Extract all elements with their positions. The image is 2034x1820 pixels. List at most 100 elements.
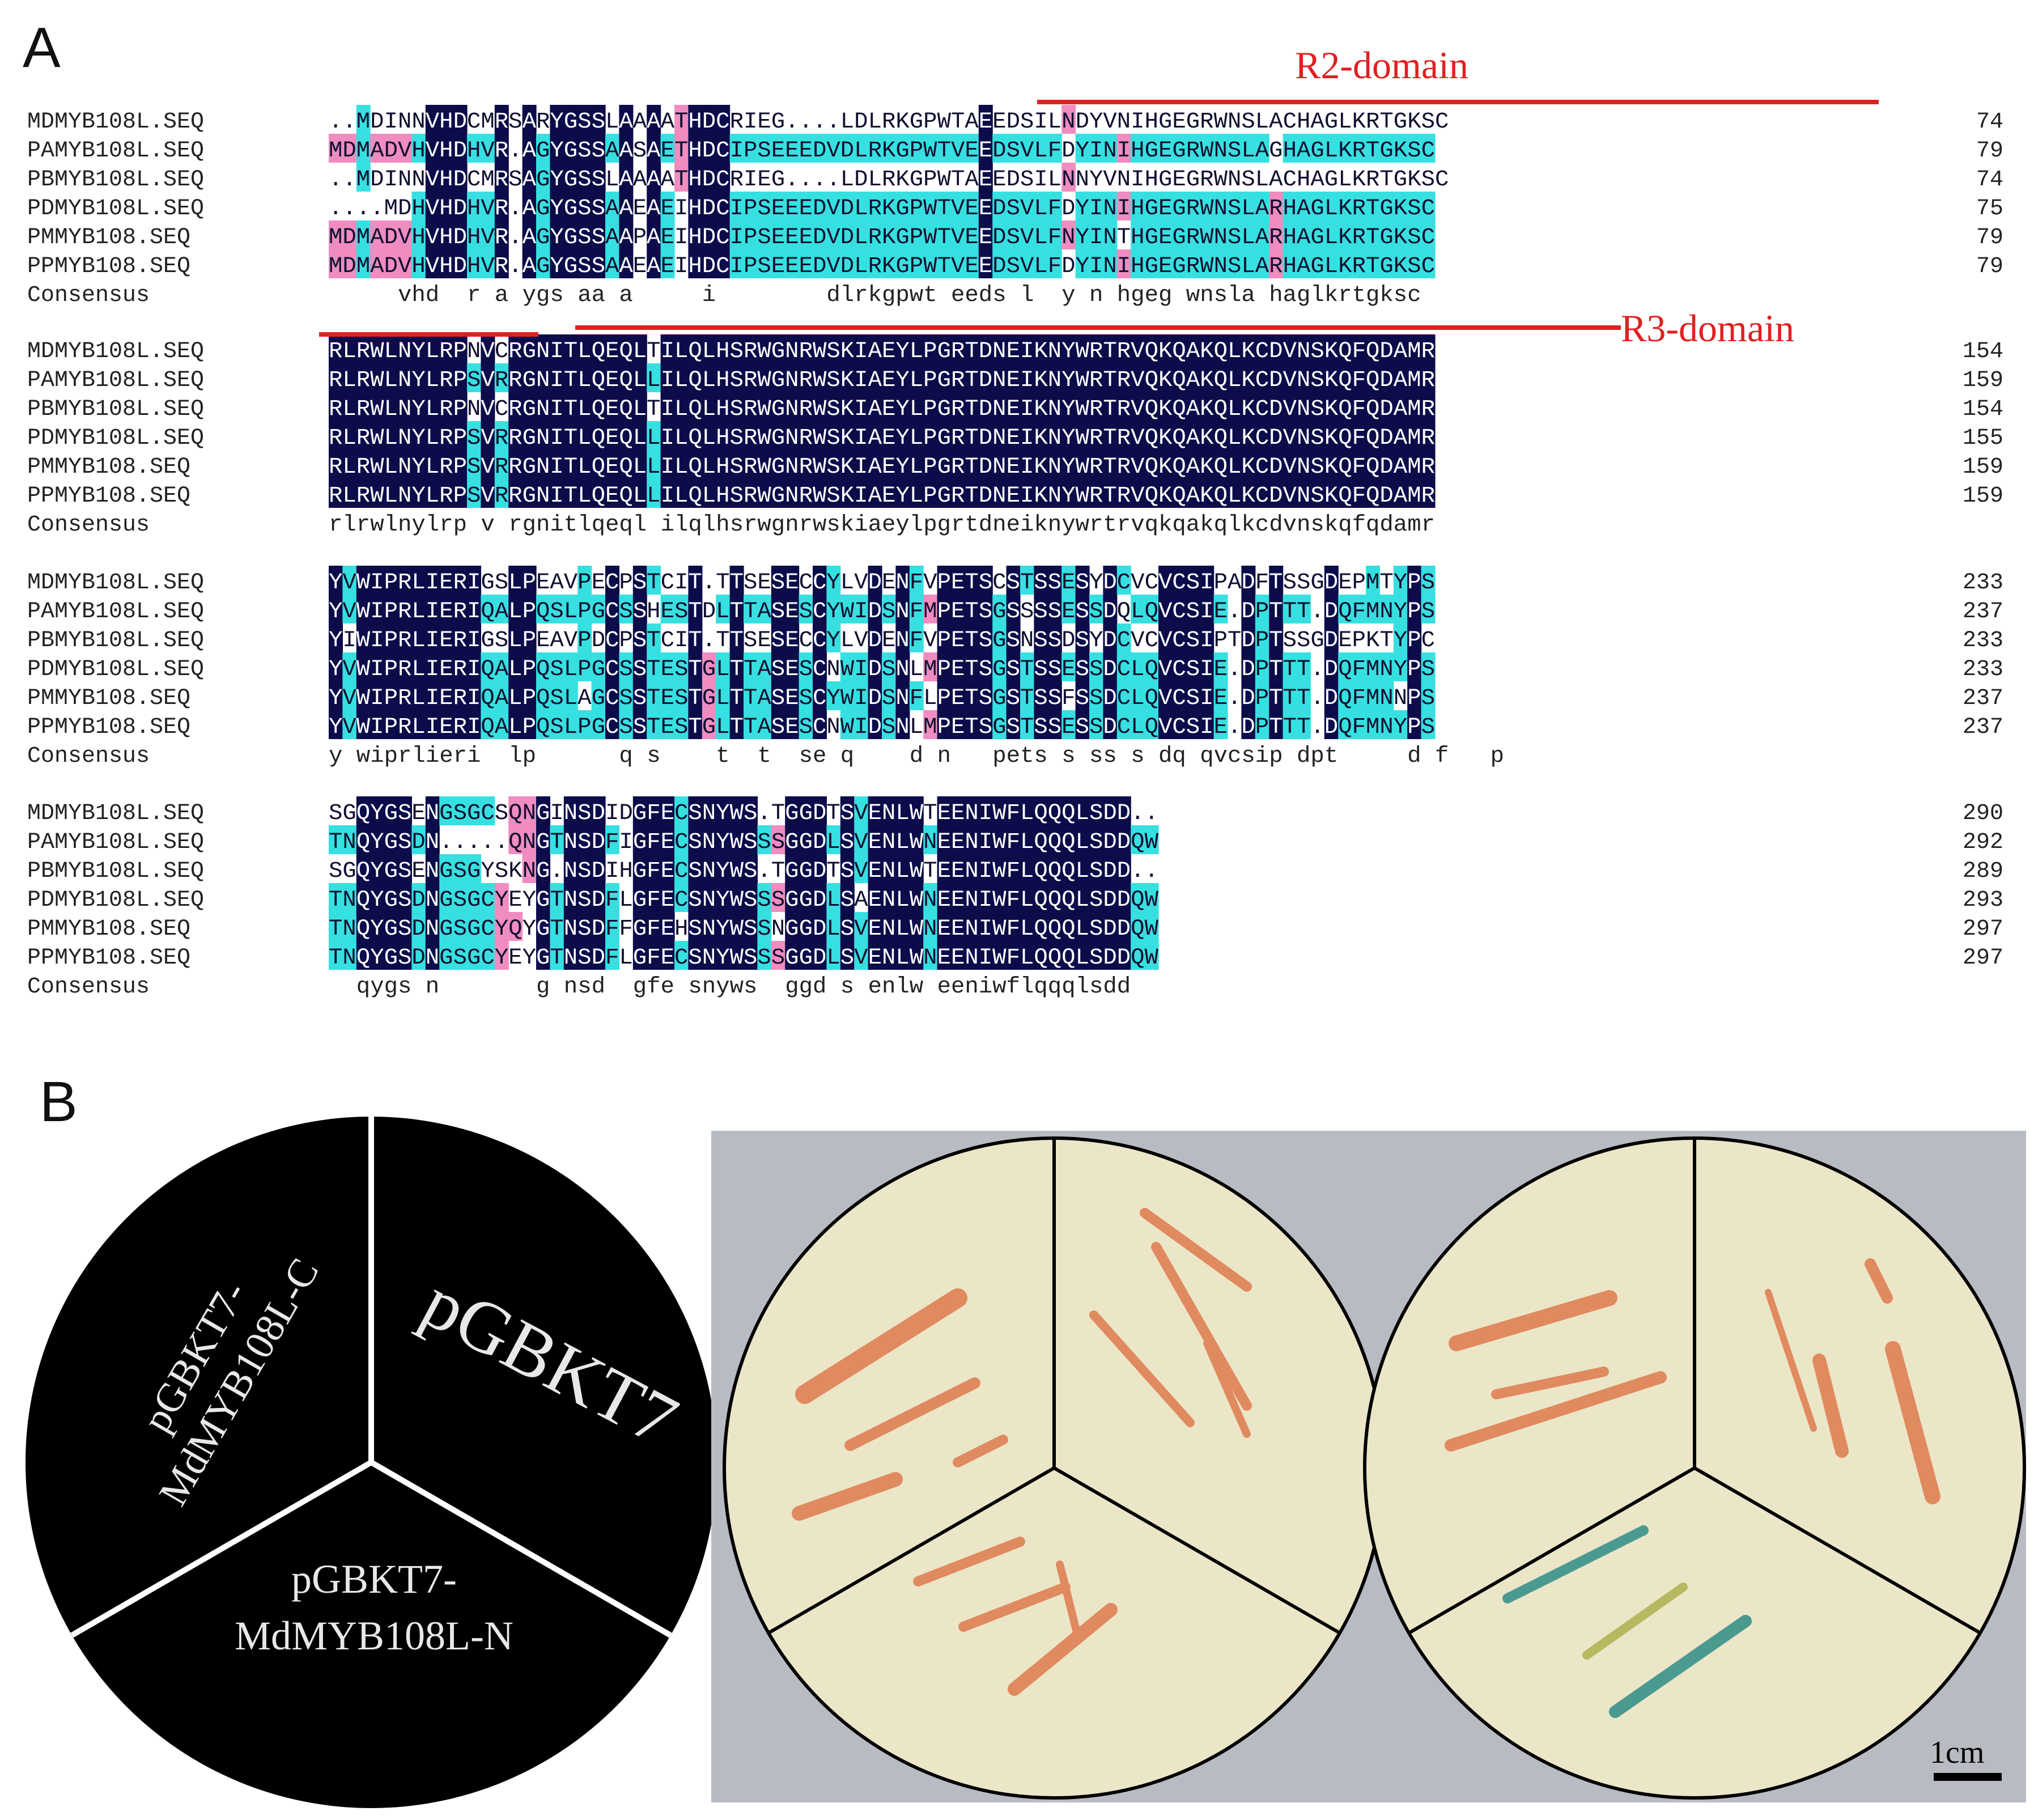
- residue-shade: [716, 134, 731, 163]
- sequence-name: MDMYB108L.SEQ: [27, 339, 204, 364]
- residue-shade: [563, 105, 578, 134]
- residue-shade: [384, 134, 398, 163]
- sequence-name: PDMYB108L.SEQ: [27, 888, 204, 913]
- residue-shade: [688, 192, 703, 220]
- panel-letter-a: A: [23, 16, 61, 79]
- schematic-label-n-line2: MdMYB108L-N: [235, 1613, 513, 1658]
- residue-shade: [550, 163, 564, 192]
- sequence-name: PAMYB108L.SEQ: [27, 138, 204, 164]
- sequence-name: PAMYB108L.SEQ: [27, 368, 204, 393]
- consensus-sequence: rlrwlnylrp v rgnitlqeql ilqlhsrwgnrwskia…: [329, 512, 1435, 538]
- sequence-residues: YVWIPRLIERIQALPQSLPGCSSHESTDLTTASESCYWID…: [329, 599, 1435, 625]
- residue-shade: [757, 249, 772, 278]
- residue-shade: [550, 220, 564, 249]
- residue-shade: [716, 249, 731, 278]
- sequence-residues: MDMADVHVHDHVR.AGYGSSAAPAEIHDCIPSEEEDVDLR…: [329, 225, 1435, 251]
- residue-shade: [744, 249, 758, 278]
- residue-shade: [439, 249, 454, 278]
- sequence-name: PMMYB108.SEQ: [27, 917, 190, 942]
- residue-shade: [522, 105, 537, 134]
- residue-shade: [494, 163, 509, 192]
- residue-shade: [425, 249, 440, 278]
- residue-shade: [757, 134, 772, 163]
- sequence-end-number: 297: [1963, 917, 2003, 942]
- consensus-name: Consensus: [27, 744, 150, 769]
- residue-shade: [813, 220, 827, 249]
- sequence-end-number: 292: [1963, 830, 2003, 855]
- residue-shade: [854, 134, 869, 163]
- residue-shade: [660, 249, 675, 278]
- residue-shade: [453, 163, 468, 192]
- residue-shade: [744, 134, 758, 163]
- residue-shade: [563, 134, 578, 163]
- sequence-name: MDMYB108L.SEQ: [27, 570, 204, 596]
- sequence-residues: RLRWLNYLRPNVCRGNITLQEQLTILQLHSRWGNRWSKIA…: [329, 339, 1435, 364]
- residue-shade: [785, 134, 800, 163]
- sequence-residues: YVWIPRLIERIQALPQSLPGCSSTESTGLTTASESCNWID…: [329, 657, 1435, 682]
- sequence-residues: RLRWLNYLRPSVRRGNITLQEQLLILQLHSRWGNRWSKIA…: [329, 426, 1435, 451]
- scale-bar-label: 1cm: [1930, 1735, 1984, 1770]
- residue-shade: [605, 192, 619, 220]
- sequence-residues: TNQYGSDNGSGCYEYGTNSDFLGFECSNYWSSSGGDLSAE…: [329, 888, 1158, 913]
- residue-shade: [550, 134, 564, 163]
- residue-shade: [550, 192, 564, 220]
- residue-shade: [342, 134, 357, 163]
- sequence-end-number: 159: [1963, 455, 2003, 480]
- residue-shade: [536, 163, 550, 192]
- residue-shade: [854, 249, 869, 278]
- sequence-name: PAMYB108L.SEQ: [27, 599, 204, 625]
- residue-shade: [453, 220, 468, 249]
- residue-shade: [356, 249, 371, 278]
- sequence-residues: MDMADVHVHDHVR.AGYGSSAASAETHDCIPSEEEDVDLR…: [329, 138, 1435, 164]
- sequence-name: PPMYB108.SEQ: [27, 254, 190, 279]
- residue-shade: [425, 163, 440, 192]
- residue-shade: [536, 249, 550, 278]
- residue-shade: [785, 249, 800, 278]
- sequence-residues: ..MDINNVHDCMRSAGYGSSLAAAATHDCRIEG....LDL…: [329, 167, 1449, 193]
- residue-shade: [577, 249, 592, 278]
- residue-shade: [481, 134, 495, 163]
- residue-shade: [494, 220, 509, 249]
- residue-shade: [647, 220, 661, 249]
- residue-shade: [660, 134, 675, 163]
- consensus-name: Consensus: [27, 283, 150, 308]
- residue-shade: [425, 192, 440, 220]
- residue-shade: [826, 249, 841, 278]
- sequence-residues: MDMADVHVHDHVR.AGYGSSAAEAEIHDCIPSEEEDVDLR…: [329, 254, 1435, 279]
- residue-shade: [674, 134, 689, 163]
- residue-shade: [522, 192, 537, 220]
- residue-shade: [813, 192, 827, 220]
- residue-shade: [702, 220, 716, 249]
- residue-shade: [384, 249, 398, 278]
- residue-shade: [729, 192, 744, 220]
- sequence-name: PBMYB108L.SEQ: [27, 397, 204, 422]
- sequence-end-number: 233: [1963, 628, 2003, 654]
- residue-shade: [536, 220, 550, 249]
- residue-shade: [563, 249, 578, 278]
- residue-shade: [619, 220, 634, 249]
- residue-shade: [577, 192, 592, 220]
- residue-shade: [647, 134, 661, 163]
- scale-bar: [1934, 1773, 2002, 1781]
- residue-shade: [744, 220, 758, 249]
- sequence-end-number: 290: [1963, 801, 2003, 826]
- residue-shade: [688, 249, 703, 278]
- residue-shade: [536, 192, 550, 220]
- residue-shade: [577, 220, 592, 249]
- residue-shade: [854, 220, 869, 249]
- sequence-end-number: 159: [1963, 483, 2003, 509]
- residue-shade: [840, 134, 855, 163]
- residue-shade: [494, 105, 509, 134]
- sequence-residues: YIWIPRLIERIGSLPEAVPDCPSTCIT.TTSESECCYLVD…: [329, 628, 1435, 654]
- sequence-name: PBMYB108L.SEQ: [27, 859, 204, 884]
- residue-shade: [550, 249, 564, 278]
- residue-shade: [356, 220, 371, 249]
- residue-shade: [356, 134, 371, 163]
- sequence-name: PPMYB108.SEQ: [27, 715, 190, 740]
- residue-shade: [799, 134, 813, 163]
- consensus-sequence: vhd r a ygs aa a i dlrkgpwt eeds l y n h…: [329, 283, 1421, 308]
- residue-shade: [674, 163, 689, 192]
- sequence-end-number: 237: [1963, 686, 2003, 711]
- residue-shade: [467, 220, 481, 249]
- consensus-sequence: qygs n g nsd gfe snyws ggd s enlw eeniwf…: [329, 974, 1131, 1000]
